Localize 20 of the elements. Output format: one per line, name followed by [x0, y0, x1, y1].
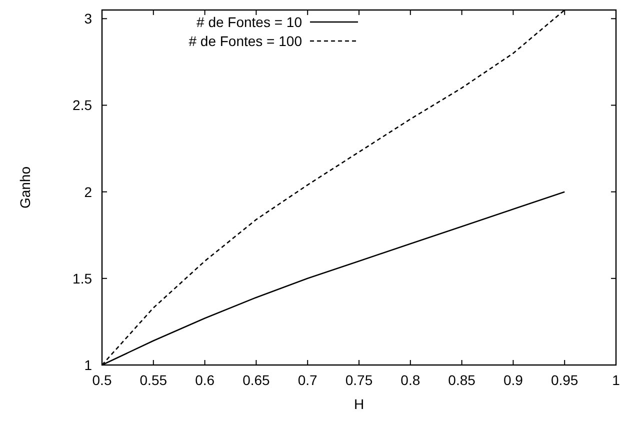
- y-axis-title: Ganho: [17, 166, 33, 209]
- x-tick-label: 0.8: [400, 372, 420, 388]
- y-tick-label: 2: [84, 184, 92, 200]
- x-tick-label: 0.9: [503, 372, 524, 388]
- y-tick-label: 2.5: [72, 97, 92, 114]
- x-tick-label: 0.5: [92, 372, 112, 388]
- x-tick-label: 0.65: [242, 372, 270, 388]
- x-axis-title: H: [354, 396, 364, 412]
- x-tick-label: 0.6: [195, 372, 215, 388]
- x-tick-label: 1: [612, 372, 620, 388]
- x-tick-label: 0.7: [298, 372, 318, 388]
- y-tick-label: 1.5: [72, 270, 92, 286]
- legend-label: # de Fontes = 100: [188, 33, 302, 49]
- y-tick-label: 3: [84, 10, 92, 27]
- y-tick-label: 1: [84, 357, 92, 373]
- x-tick-label: 0.95: [550, 372, 578, 388]
- x-tick-label: 0.75: [345, 372, 373, 388]
- x-tick-label: 0.55: [140, 372, 168, 388]
- x-tick-label: 0.85: [448, 372, 476, 388]
- legend-label: # de Fontes = 10: [196, 14, 302, 30]
